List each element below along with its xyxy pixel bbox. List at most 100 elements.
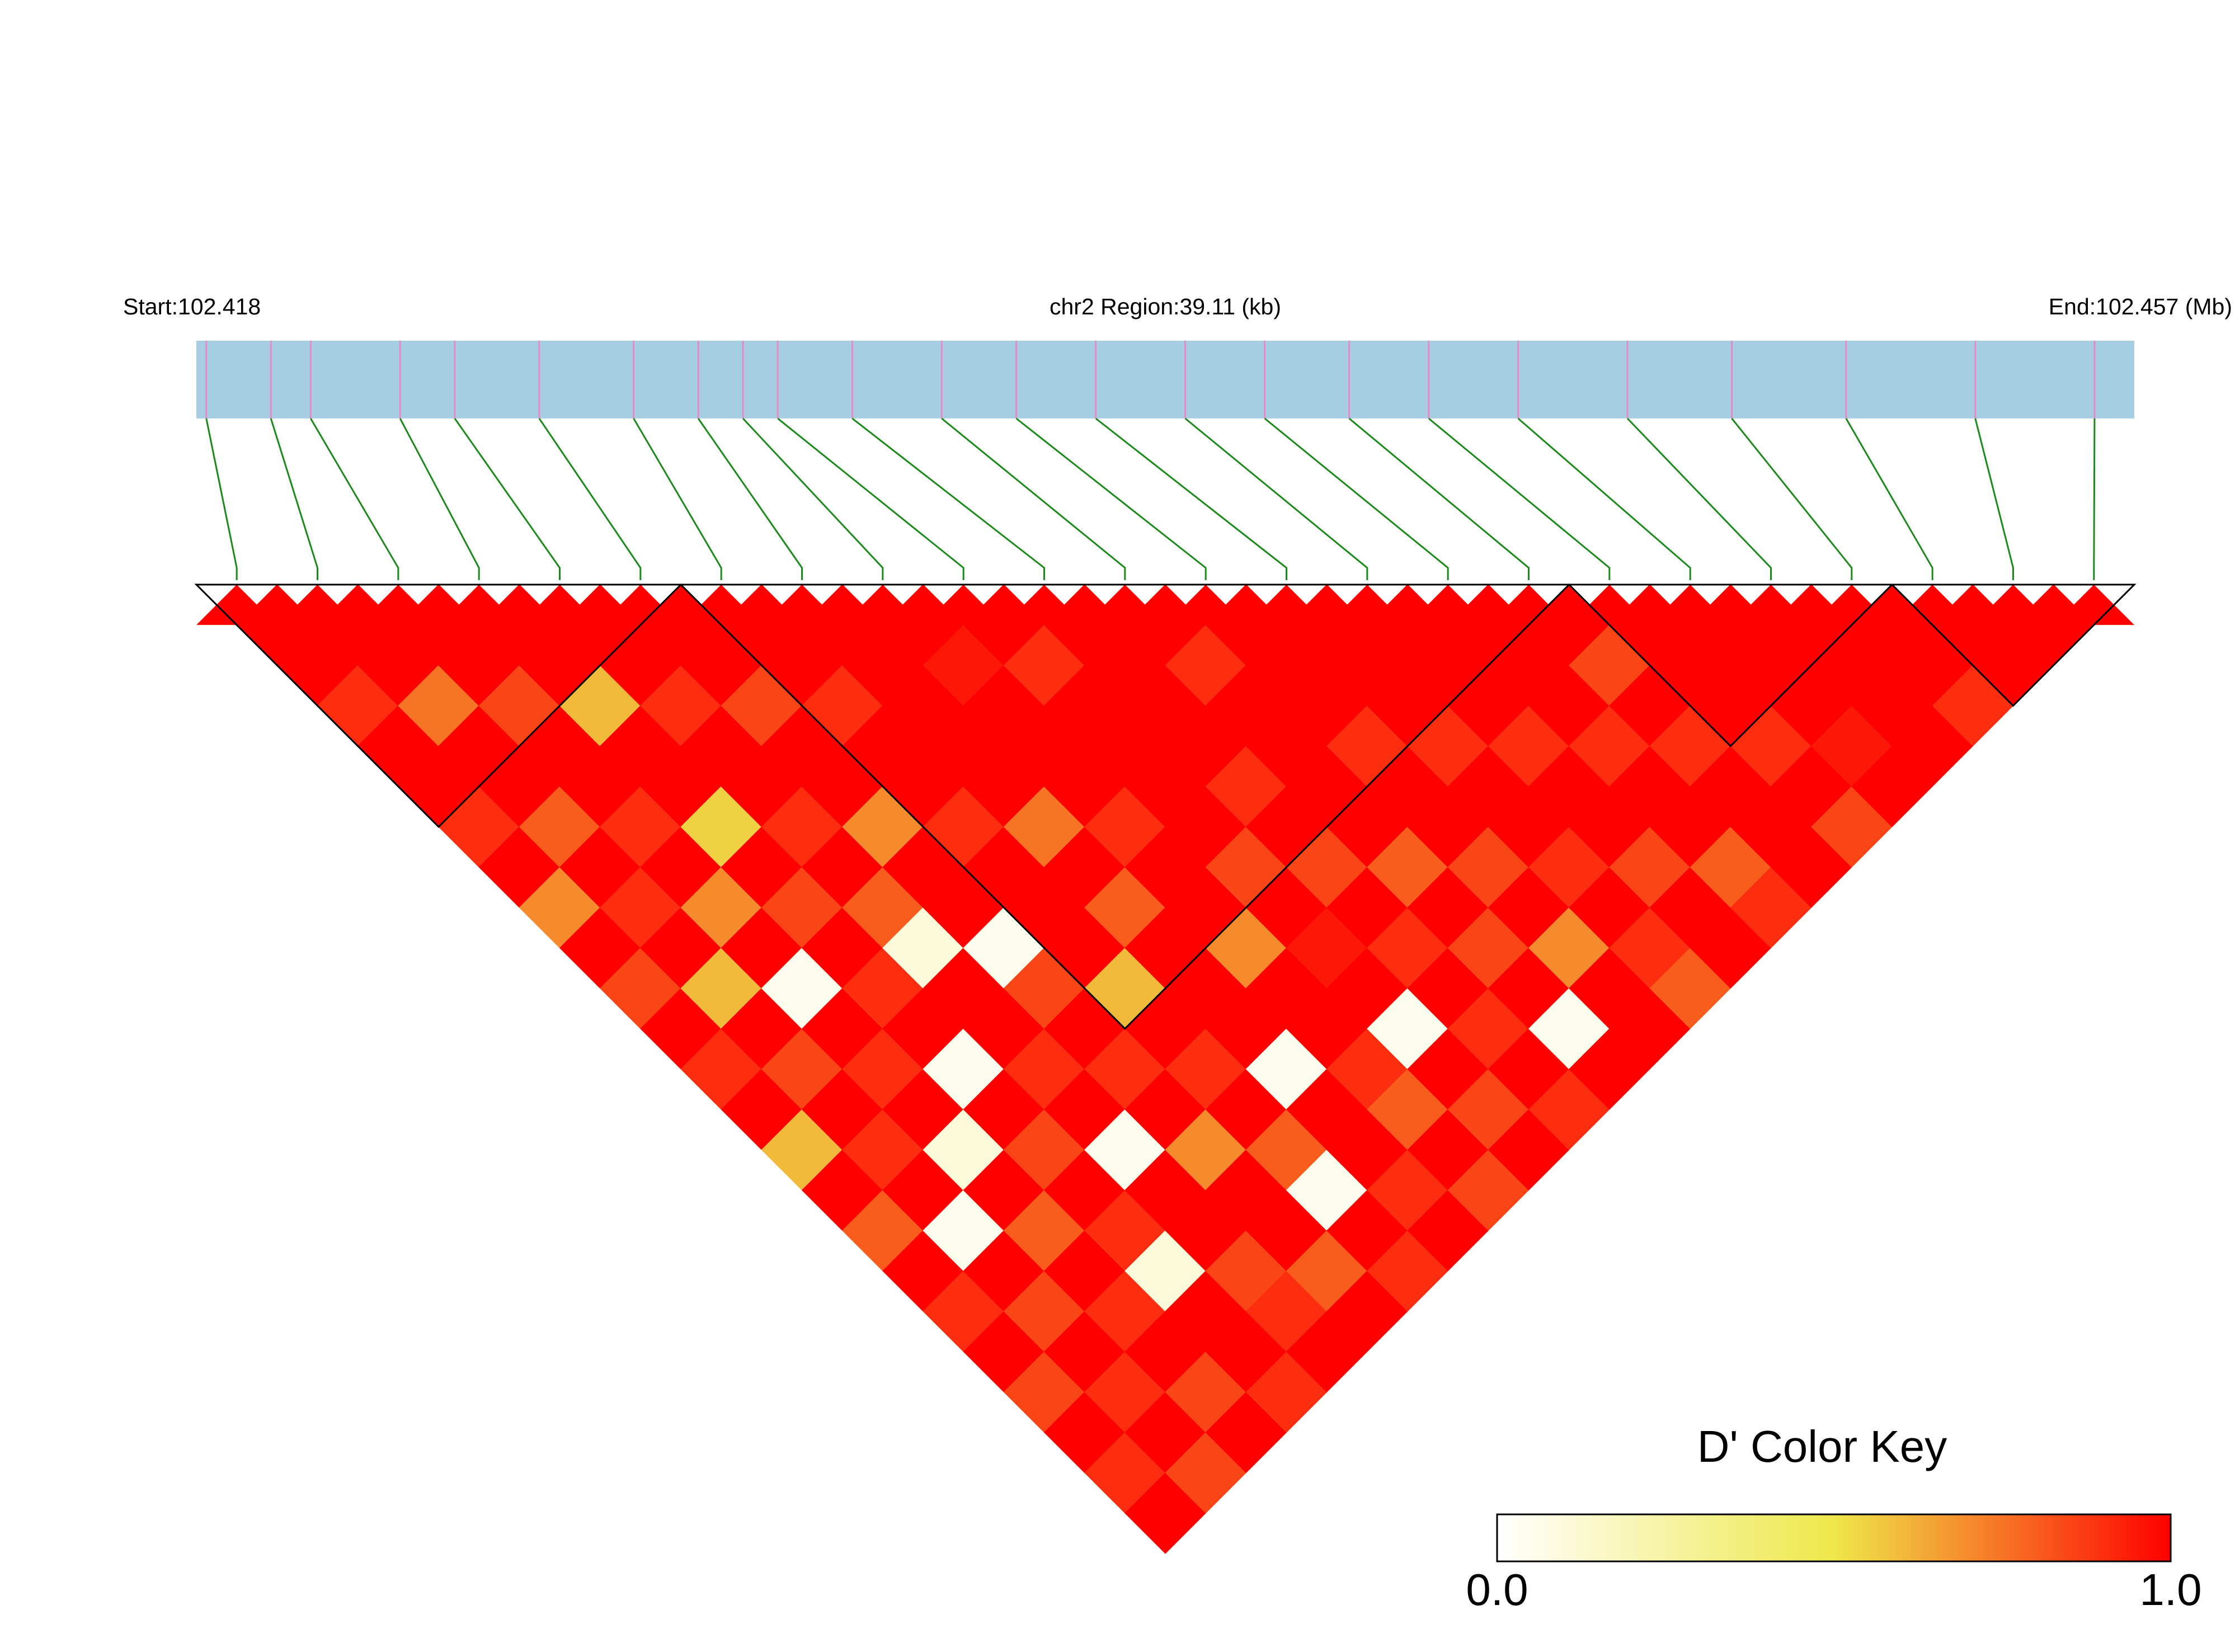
ld-cell <box>1084 705 1166 787</box>
ld-cell <box>1326 624 1408 707</box>
snp-link <box>777 417 964 580</box>
ld-cell <box>1569 705 1650 787</box>
ld-cell <box>1730 867 1812 949</box>
ld-cell <box>1407 1189 1489 1272</box>
ld-cell <box>801 988 883 1070</box>
ld-cell <box>1569 624 1650 707</box>
ld-cell <box>1811 705 1893 787</box>
ld-cell <box>1043 1311 1126 1392</box>
snp-link <box>1731 418 1853 580</box>
ld-cell <box>1205 988 1287 1070</box>
snp-link <box>1348 417 1530 580</box>
snp-link <box>1015 417 1207 580</box>
ld-cell <box>923 1189 1004 1272</box>
ld-cell <box>559 746 641 827</box>
ld-cell <box>1932 665 2014 747</box>
ld-block <box>1567 583 1894 747</box>
ld-cell <box>1569 867 1650 949</box>
ld-cell <box>438 624 520 707</box>
ld-cell <box>1043 1149 1126 1231</box>
ld-cell <box>1367 584 1448 666</box>
ld-cell <box>1084 947 1166 1029</box>
ld-cell <box>1205 1069 1287 1150</box>
snp-link <box>697 418 803 580</box>
snp-link <box>205 418 238 580</box>
ld-cell <box>1205 1230 1287 1312</box>
ld-block <box>679 583 1571 1030</box>
ld-cell <box>1124 584 1206 666</box>
ld-cell <box>1447 826 1530 908</box>
ld-cell <box>1205 746 1287 827</box>
ld-cell <box>317 584 399 666</box>
snp-tip <box>357 585 439 625</box>
ld-cell <box>1569 947 1650 1029</box>
ld-cell <box>1084 867 1166 949</box>
ld-cell <box>923 867 1004 949</box>
ld-cell <box>1084 1109 1166 1191</box>
snp-tip <box>1165 585 1246 625</box>
snp-link <box>1845 418 1933 580</box>
ld-cell <box>1043 826 1126 908</box>
ld-cell <box>1326 1189 1408 1272</box>
snp-link <box>1428 417 1611 580</box>
position-track <box>196 341 2134 418</box>
ld-cell <box>801 746 883 827</box>
snp-link <box>270 418 318 580</box>
snp-tip <box>1326 585 1408 625</box>
snp-tip <box>1246 585 1327 625</box>
ld-cell <box>1043 1069 1126 1150</box>
snp-link <box>742 417 884 580</box>
ld-cell <box>1326 947 1408 1029</box>
ld-cell <box>1690 826 1772 908</box>
snp-tip <box>1730 585 1811 625</box>
snp-tip <box>1084 585 1165 625</box>
ld-cell <box>1084 1189 1166 1272</box>
ld-cell <box>1084 624 1166 707</box>
snp-tip <box>1650 585 1731 625</box>
snp-link <box>941 417 1126 580</box>
ld-cell <box>1043 1391 1126 1474</box>
ld-cell <box>680 867 762 949</box>
ld-cell <box>680 705 762 787</box>
ld-cell <box>1084 1432 1166 1514</box>
ld-cell <box>1447 1149 1530 1231</box>
ld-cell <box>1569 1028 1650 1110</box>
ld-cell <box>923 1270 1004 1352</box>
snp-tip <box>1408 585 1489 625</box>
ld-cell <box>1205 826 1287 908</box>
snp-tip <box>1811 585 1892 625</box>
snp-tip <box>923 585 1004 625</box>
snp-link <box>1095 417 1287 580</box>
ld-cell <box>1326 867 1408 949</box>
ld-cell <box>1609 988 1691 1070</box>
ld-cell <box>1205 1311 1287 1392</box>
snp-link <box>633 418 722 580</box>
ld-cell <box>801 826 883 908</box>
snp-tip <box>842 585 923 625</box>
ld-cell <box>1084 1270 1166 1352</box>
ld-cell <box>1165 1432 1246 1514</box>
snp-link <box>538 418 642 580</box>
snp-tip <box>1569 585 1650 625</box>
snp-link <box>1264 417 1449 580</box>
snp-link <box>851 417 1045 580</box>
snp-tip <box>196 585 277 625</box>
end-label: End:102.457 (Mb) <box>2049 294 2232 319</box>
ld-cell <box>398 584 479 666</box>
snp-tip <box>1488 585 1569 625</box>
snp-tip <box>761 585 843 625</box>
snp-tip <box>600 585 681 625</box>
region-label: chr2 Region:39.11 (kb) <box>1050 294 1281 319</box>
ld-cell <box>1043 1230 1126 1312</box>
ld-cell <box>801 1069 883 1150</box>
snp-tip <box>1892 585 1973 625</box>
snp-tip <box>2053 585 2134 625</box>
ld-cell <box>1447 988 1530 1070</box>
ld-cell <box>438 705 520 787</box>
legend-title: D' Color Key <box>1697 1422 1947 1471</box>
ld-cell <box>1326 705 1408 787</box>
ld-cell <box>1043 746 1126 827</box>
ld-cell <box>1447 907 1530 989</box>
snp-tip <box>519 585 600 625</box>
ld-block <box>1890 583 2137 707</box>
